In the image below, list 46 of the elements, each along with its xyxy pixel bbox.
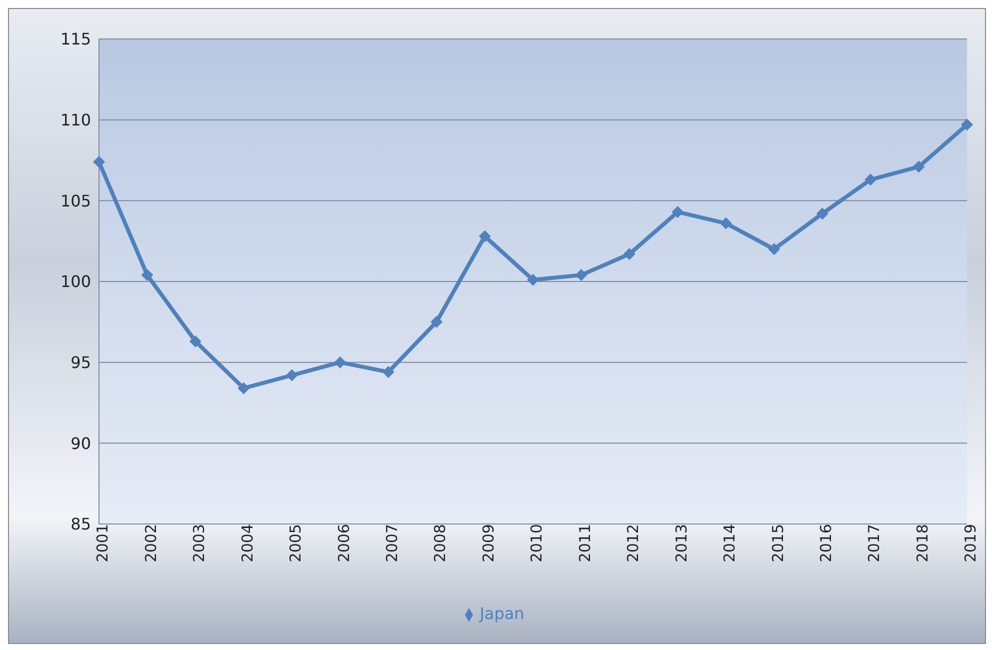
x-tick-label: 2012 <box>624 524 642 562</box>
x-tick-label: 2008 <box>431 524 450 562</box>
x-tick-label: 2005 <box>286 524 305 562</box>
y-tick-label: 95 <box>70 353 91 372</box>
x-tick-label: 2011 <box>576 524 594 562</box>
x-tick-label: 2016 <box>816 524 835 562</box>
y-tick-label: 110 <box>60 110 91 130</box>
y-tick-label: 105 <box>60 191 91 210</box>
point <box>623 248 636 260</box>
y-tick-label: 100 <box>60 272 91 292</box>
point <box>141 269 154 282</box>
x-tick-label: 2019 <box>962 524 980 562</box>
x-tick-label: 2003 <box>190 524 208 562</box>
x-tick-label: 2004 <box>238 524 256 562</box>
point <box>286 369 298 382</box>
point <box>93 156 105 168</box>
x-tick-label: 2002 <box>142 524 160 562</box>
point <box>238 382 250 394</box>
x-tick-label: 2017 <box>865 524 884 562</box>
point <box>189 335 202 348</box>
point <box>334 356 346 368</box>
point <box>864 174 877 186</box>
point <box>720 217 732 230</box>
point <box>430 316 443 328</box>
legend-label: Japan <box>480 604 524 623</box>
point <box>912 160 925 173</box>
x-tick-label: 2001 <box>94 524 112 562</box>
x-tick-label: 2018 <box>913 524 932 562</box>
y-tick-label: 115 <box>60 30 91 49</box>
point <box>382 366 394 378</box>
point <box>672 206 684 218</box>
point <box>527 274 539 286</box>
x-tick-label: 2009 <box>479 524 498 562</box>
x-tick-label: 2015 <box>768 524 787 562</box>
x-tick-label: 2006 <box>334 524 353 562</box>
x-tick-label: 2014 <box>720 524 739 562</box>
point <box>478 230 491 242</box>
x-tick-label: 2007 <box>382 524 401 562</box>
point <box>768 243 780 256</box>
point <box>961 118 973 131</box>
y-tick-label: 85 <box>70 514 91 534</box>
y-tick-label: 90 <box>70 434 91 453</box>
point <box>816 208 828 220</box>
x-tick-label: 2013 <box>672 524 690 562</box>
x-tick-label: 2010 <box>528 524 546 562</box>
point <box>575 269 588 282</box>
